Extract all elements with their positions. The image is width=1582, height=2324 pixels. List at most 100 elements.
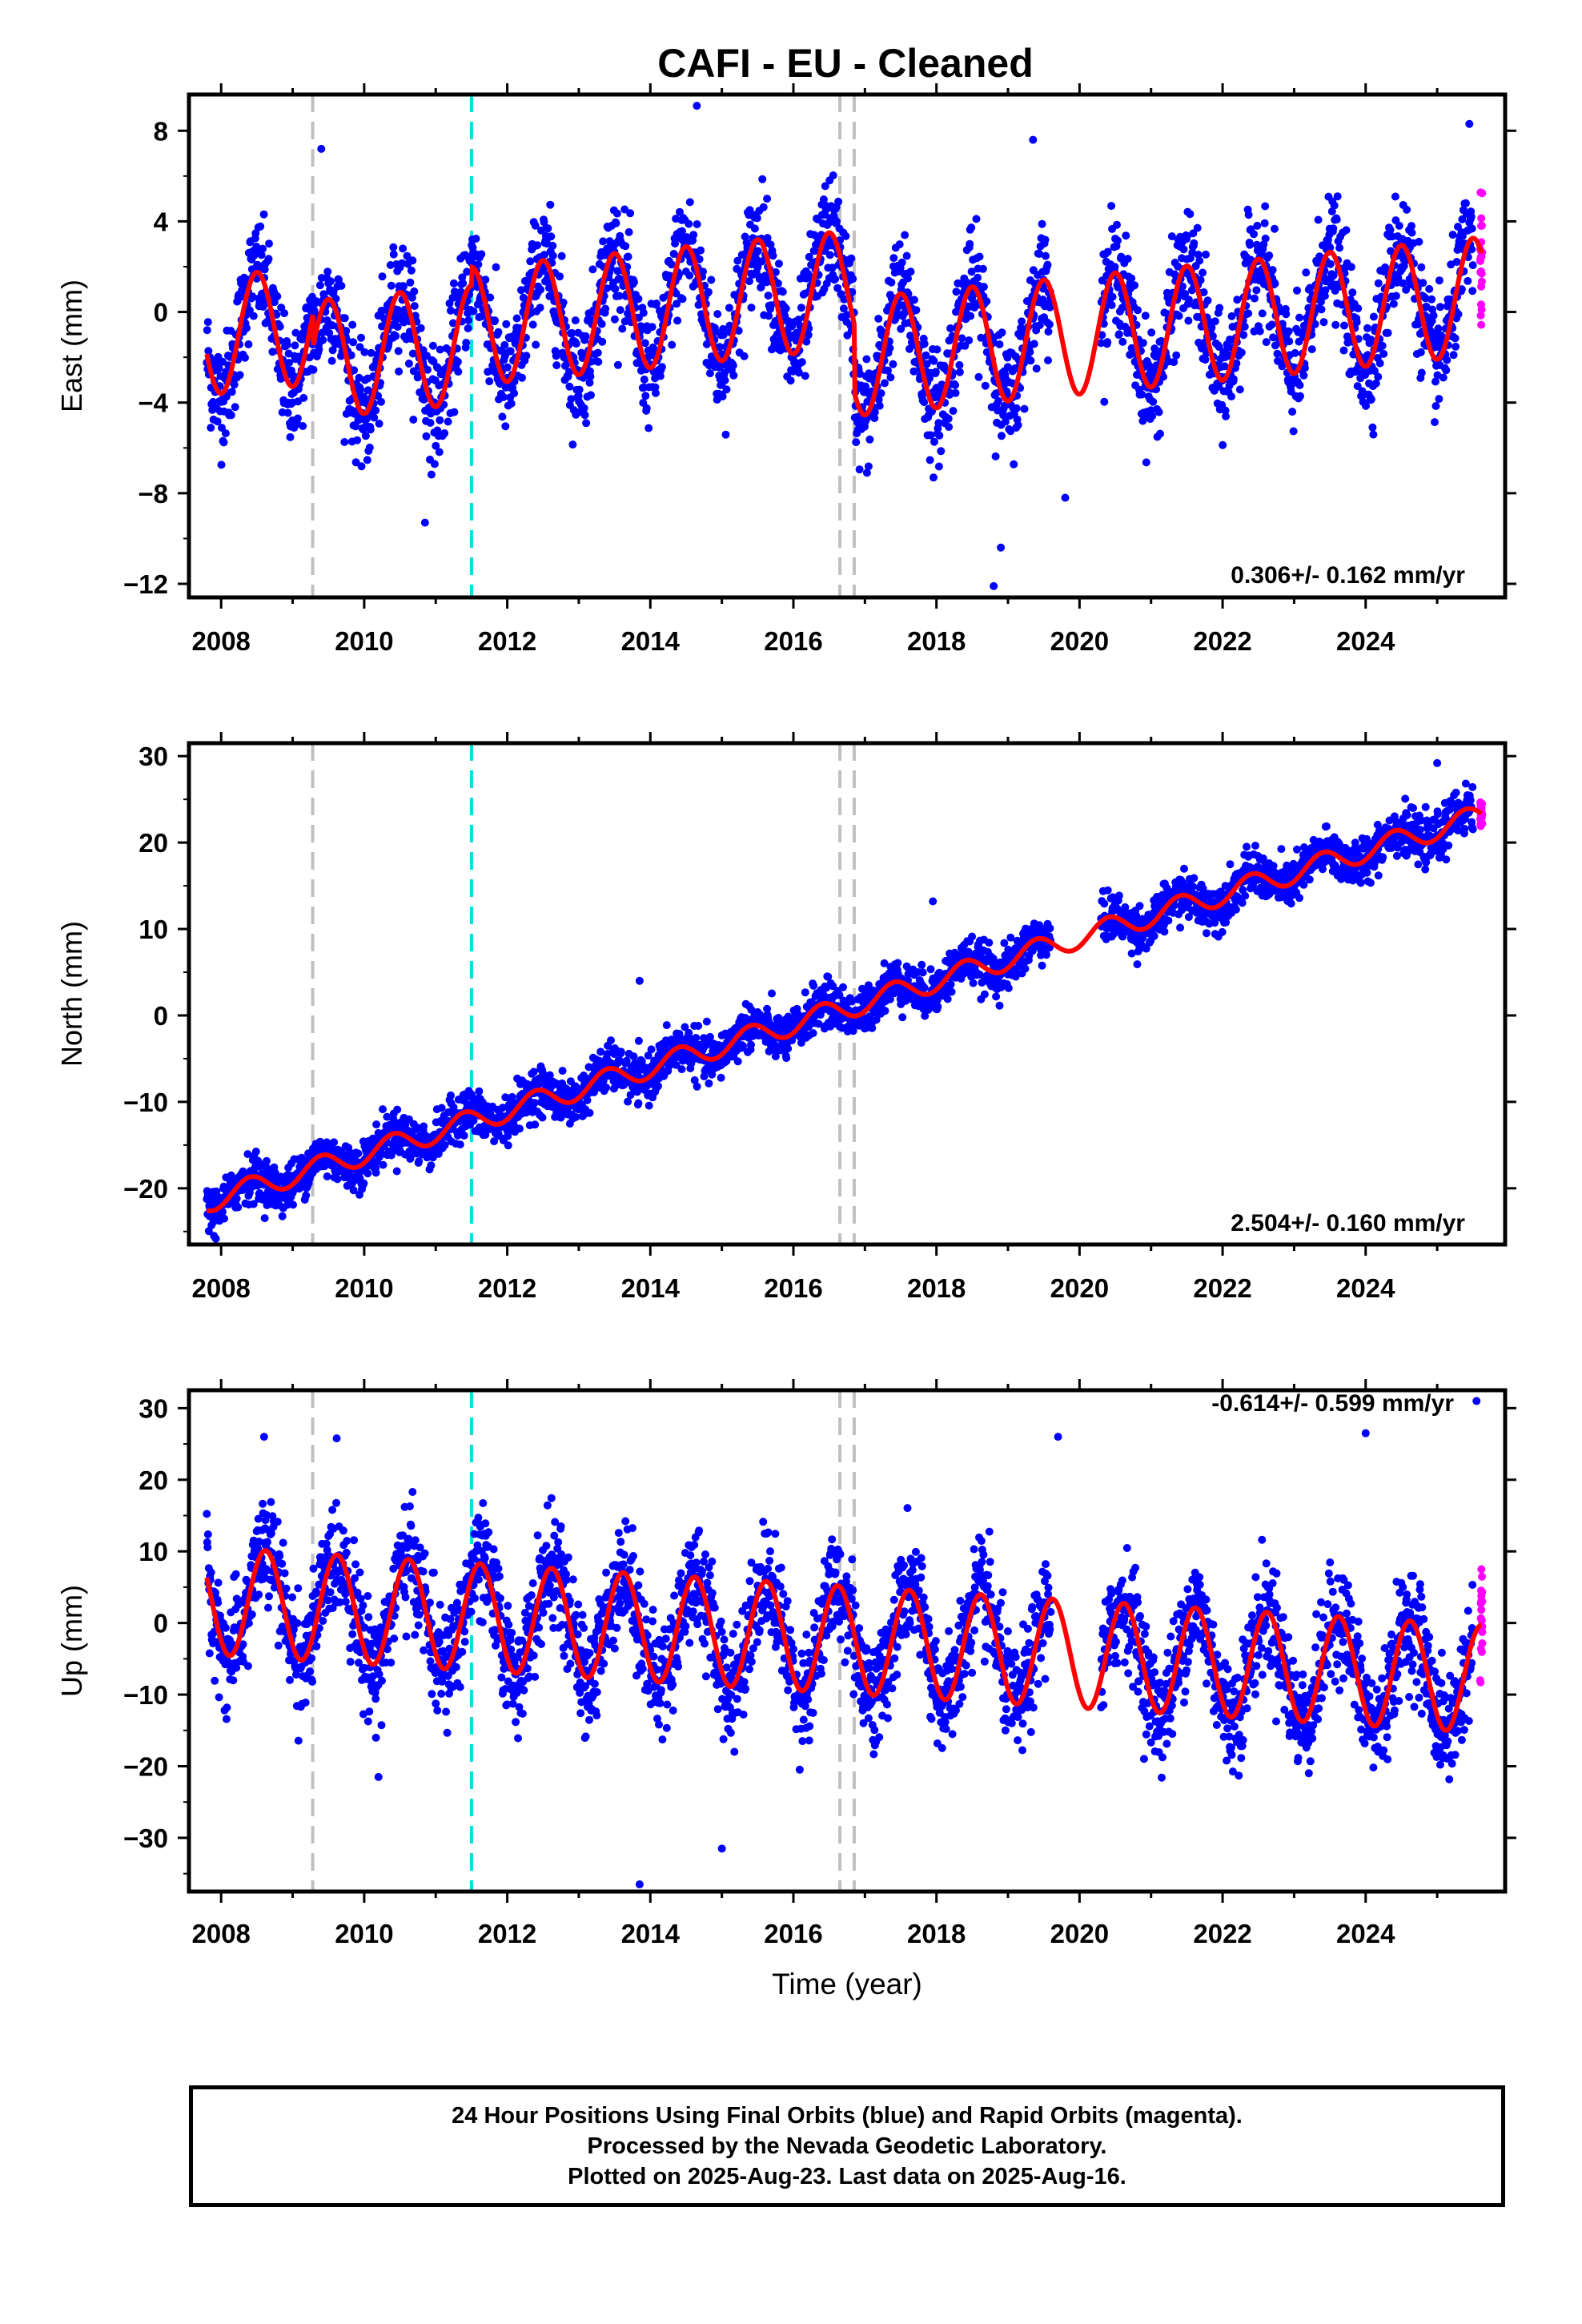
data-point xyxy=(707,275,716,284)
data-point xyxy=(1114,236,1122,245)
data-point xyxy=(1395,221,1403,230)
data-point xyxy=(864,462,873,471)
data-point xyxy=(885,344,894,352)
data-point xyxy=(805,252,813,261)
data-point xyxy=(1458,231,1467,240)
data-point xyxy=(1227,312,1236,320)
data-point xyxy=(371,1168,380,1177)
data-point xyxy=(1468,261,1477,270)
data-point xyxy=(1134,306,1142,315)
y-tick-label: −12 xyxy=(123,569,168,599)
data-point xyxy=(302,1191,311,1200)
data-point xyxy=(966,312,975,320)
data-point xyxy=(526,257,535,266)
data-point xyxy=(934,462,943,471)
data-point xyxy=(1172,351,1181,360)
data-point xyxy=(1417,263,1426,271)
data-point xyxy=(673,300,681,308)
data-point xyxy=(469,307,478,316)
data-point xyxy=(1468,287,1477,296)
data-point xyxy=(499,392,508,401)
data-point xyxy=(667,260,676,269)
data-point xyxy=(531,1120,540,1129)
data-point xyxy=(1431,418,1439,427)
data-point xyxy=(359,1179,368,1188)
data-point xyxy=(1215,382,1223,391)
figure-title: CAFI - EU - Cleaned xyxy=(657,41,1033,86)
data-point xyxy=(930,437,938,446)
data-point xyxy=(1339,346,1348,355)
data-point xyxy=(1157,336,1166,345)
data-point xyxy=(299,393,308,402)
data-point xyxy=(328,346,337,355)
data-point xyxy=(945,423,954,432)
data-point xyxy=(241,353,249,362)
data-point xyxy=(1443,356,1452,364)
data-point xyxy=(994,396,1003,405)
data-point xyxy=(449,319,457,328)
data-point xyxy=(717,1073,725,1082)
data-point xyxy=(904,274,912,283)
data-point xyxy=(567,395,576,404)
data-point xyxy=(778,287,787,296)
data-point xyxy=(967,223,976,232)
data-point xyxy=(249,1200,258,1208)
data-point xyxy=(1110,263,1119,271)
y-tick-label: −4 xyxy=(138,388,168,418)
data-point xyxy=(399,244,408,253)
rapid-data-point xyxy=(1477,282,1486,291)
data-point xyxy=(327,356,336,365)
data-point xyxy=(447,306,455,315)
data-point xyxy=(644,1101,653,1110)
data-point xyxy=(353,436,362,444)
data-point xyxy=(1454,310,1463,319)
data-point xyxy=(393,323,402,331)
data-point xyxy=(1407,222,1415,231)
data-point xyxy=(325,328,334,337)
data-point xyxy=(702,340,711,348)
data-point xyxy=(949,407,958,416)
data-point xyxy=(1026,348,1034,356)
data-point xyxy=(585,1108,594,1117)
data-point xyxy=(768,989,776,998)
data-point xyxy=(540,218,548,227)
data-point xyxy=(615,292,624,300)
data-point xyxy=(662,1021,671,1030)
data-point xyxy=(540,251,548,259)
data-point xyxy=(1452,258,1461,266)
data-point xyxy=(516,1124,524,1133)
data-point xyxy=(552,361,561,370)
data-point xyxy=(585,378,594,387)
data-point xyxy=(454,368,463,376)
data-point xyxy=(506,347,515,356)
data-point xyxy=(1045,320,1054,329)
data-point xyxy=(640,339,649,348)
data-point xyxy=(1314,215,1323,224)
data-point xyxy=(842,311,851,320)
data-point xyxy=(365,443,374,452)
data-point xyxy=(773,279,782,287)
data-point xyxy=(548,251,557,260)
data-point xyxy=(1240,322,1249,331)
data-point xyxy=(640,375,648,384)
data-point xyxy=(1199,288,1208,296)
data-point xyxy=(1046,303,1054,312)
data-point xyxy=(634,1036,643,1045)
data-point xyxy=(453,357,462,366)
data-point xyxy=(356,385,365,394)
data-point xyxy=(222,392,231,401)
data-point xyxy=(933,345,942,354)
data-point xyxy=(877,389,885,398)
data-point xyxy=(692,1034,701,1042)
data-point xyxy=(713,310,722,319)
data-point xyxy=(215,364,223,372)
data-point xyxy=(363,456,371,464)
data-point xyxy=(841,231,850,240)
data-point xyxy=(340,314,349,323)
data-point xyxy=(568,440,577,449)
data-point xyxy=(486,293,495,302)
data-point xyxy=(327,277,335,286)
data-point xyxy=(464,316,473,324)
data-point xyxy=(721,430,730,439)
data-point xyxy=(965,336,974,344)
